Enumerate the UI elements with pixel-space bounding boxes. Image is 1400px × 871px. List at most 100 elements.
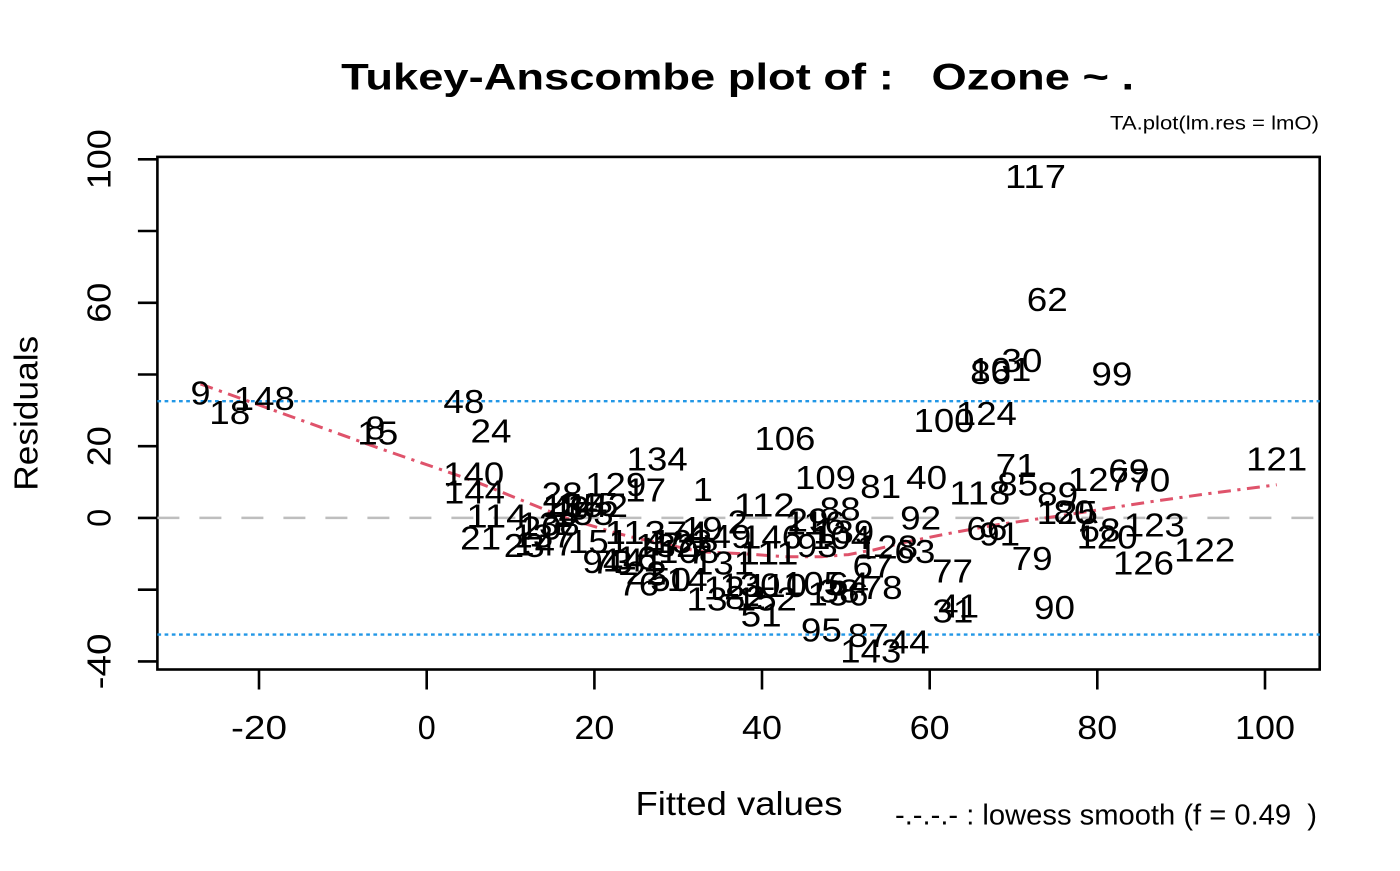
svg-text:146: 146 — [741, 518, 802, 555]
svg-text:85: 85 — [997, 466, 1038, 503]
svg-text:49: 49 — [549, 489, 590, 526]
svg-text:135: 135 — [543, 487, 604, 524]
svg-text:7: 7 — [688, 533, 708, 570]
svg-text:12: 12 — [704, 570, 745, 607]
svg-text:110: 110 — [746, 567, 807, 604]
svg-text:44: 44 — [889, 624, 930, 661]
svg-text:51: 51 — [741, 596, 782, 633]
svg-text:-.-.-.- : lowess smooth (f = 0: -.-.-.- : lowess smooth (f = 0.49 ) — [895, 800, 1317, 832]
svg-text:130: 130 — [720, 566, 781, 603]
svg-text:-20: -20 — [231, 709, 287, 746]
svg-text:74: 74 — [667, 515, 708, 552]
svg-text:140: 140 — [443, 455, 504, 492]
svg-text:109: 109 — [795, 459, 856, 496]
svg-text:116: 116 — [785, 505, 846, 542]
svg-text:28: 28 — [542, 475, 583, 512]
svg-text:151: 151 — [568, 523, 629, 560]
svg-text:100: 100 — [914, 402, 975, 439]
svg-text:Tukey-Anscombe plot of : Ozo: Tukey-Anscombe plot of : Ozone ~ . — [341, 55, 1134, 97]
svg-text:64: 64 — [828, 566, 869, 603]
svg-text:70: 70 — [1129, 461, 1170, 498]
svg-text:3: 3 — [647, 555, 667, 592]
svg-text:111: 111 — [738, 535, 799, 572]
svg-text:148: 148 — [234, 380, 295, 417]
svg-text:101: 101 — [970, 351, 1031, 388]
svg-text:82: 82 — [725, 579, 766, 616]
svg-text:127: 127 — [1068, 461, 1129, 498]
svg-text:93: 93 — [797, 527, 838, 564]
svg-text:139: 139 — [813, 513, 874, 550]
svg-text:66: 66 — [966, 510, 1007, 547]
svg-text:-40: -40 — [81, 633, 118, 689]
svg-text:117: 117 — [1005, 158, 1066, 195]
svg-text:60: 60 — [81, 283, 118, 323]
svg-text:0: 0 — [81, 509, 118, 527]
svg-text:71: 71 — [996, 447, 1037, 484]
svg-text:121: 121 — [1246, 440, 1307, 477]
svg-text:129: 129 — [585, 466, 646, 503]
svg-text:123: 123 — [1124, 506, 1185, 543]
svg-text:92: 92 — [900, 500, 941, 537]
svg-text:80: 80 — [1077, 709, 1117, 746]
svg-text:31: 31 — [932, 592, 973, 629]
svg-text:62: 62 — [1027, 281, 1068, 318]
svg-text:88: 88 — [820, 490, 861, 527]
svg-text:100: 100 — [81, 129, 118, 189]
svg-text:19: 19 — [682, 510, 723, 547]
svg-text:100: 100 — [1235, 709, 1295, 746]
svg-text:40: 40 — [742, 709, 782, 746]
svg-text:68: 68 — [1080, 512, 1121, 549]
svg-text:145: 145 — [557, 486, 618, 523]
svg-text:73: 73 — [592, 543, 633, 580]
svg-text:108: 108 — [658, 533, 719, 570]
svg-text:125: 125 — [1037, 494, 1098, 531]
svg-text:14: 14 — [667, 561, 708, 598]
svg-text:99: 99 — [1091, 355, 1132, 392]
svg-text:118: 118 — [949, 475, 1010, 512]
svg-text:63: 63 — [894, 533, 935, 570]
svg-text:133: 133 — [651, 523, 712, 560]
svg-text:80: 80 — [1054, 493, 1095, 530]
svg-text:47: 47 — [642, 526, 683, 563]
svg-text:48: 48 — [443, 383, 484, 420]
svg-text:137: 137 — [513, 517, 574, 554]
svg-text:141: 141 — [603, 542, 664, 579]
svg-text:22: 22 — [626, 554, 667, 591]
svg-text:2: 2 — [728, 504, 748, 541]
svg-text:89: 89 — [1037, 476, 1078, 513]
svg-text:8: 8 — [365, 410, 385, 447]
svg-text:142: 142 — [567, 487, 628, 524]
svg-text:104: 104 — [810, 519, 871, 556]
svg-text:122: 122 — [1174, 531, 1235, 568]
svg-text:9: 9 — [191, 374, 211, 411]
svg-text:1: 1 — [693, 471, 713, 508]
svg-text:136: 136 — [808, 575, 869, 612]
svg-text:15: 15 — [357, 414, 398, 451]
svg-text:126: 126 — [1113, 545, 1174, 582]
svg-text:153: 153 — [553, 495, 614, 532]
svg-text:152: 152 — [736, 581, 797, 618]
svg-text:69: 69 — [1108, 452, 1149, 489]
svg-text:91: 91 — [979, 515, 1020, 552]
svg-text:16: 16 — [616, 540, 657, 577]
svg-text:132: 132 — [635, 527, 696, 564]
svg-text:128: 128 — [857, 528, 918, 565]
svg-text:106: 106 — [754, 420, 815, 457]
svg-text:76: 76 — [618, 566, 659, 603]
svg-text:81: 81 — [860, 468, 901, 505]
svg-text:TA.plot(lm.res = lmO): TA.plot(lm.res = lmO) — [1110, 113, 1319, 135]
svg-text:105: 105 — [783, 565, 844, 602]
svg-text:30: 30 — [1001, 342, 1042, 379]
svg-text:41: 41 — [938, 588, 979, 625]
svg-text:95: 95 — [801, 611, 842, 648]
svg-text:40: 40 — [906, 459, 947, 496]
svg-text:147: 147 — [514, 525, 575, 562]
svg-text:17: 17 — [625, 472, 666, 509]
svg-text:4: 4 — [558, 496, 578, 533]
svg-text:67: 67 — [853, 547, 894, 584]
svg-text:38: 38 — [819, 572, 860, 609]
svg-text:20: 20 — [521, 509, 562, 546]
svg-text:60: 60 — [910, 709, 950, 746]
svg-text:13: 13 — [687, 580, 728, 617]
svg-text:124: 124 — [956, 395, 1017, 432]
